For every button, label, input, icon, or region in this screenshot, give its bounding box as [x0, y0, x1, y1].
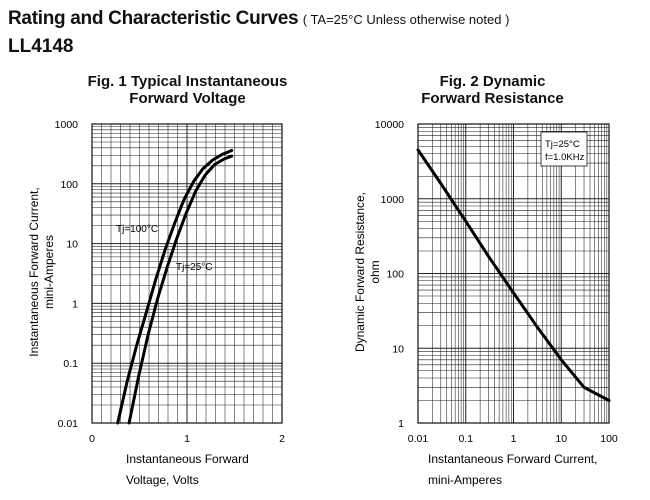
fig1-ytick-label: 0.01 — [58, 418, 79, 430]
fig2-legend-border — [540, 131, 588, 167]
fig2-grid — [417, 124, 609, 424]
fig2-legend-line2: f=1.0KHz — [545, 152, 585, 163]
fig2-series-line-1 — [416, 148, 611, 402]
fig2-ytick-label: 10 — [392, 343, 404, 355]
fig1-ytick-label: 1000 — [55, 119, 79, 131]
fig2-xlabel-line1: Instantaneous Forward Current, — [428, 452, 597, 466]
fig2-title: Fig. 2 Dynamic Forward Resistance — [380, 73, 605, 107]
fig1-plot-frame — [91, 123, 283, 424]
fig2-ytick-label: 1 — [398, 418, 404, 430]
fig1-ylabel-line2: mini-Amperes — [42, 235, 56, 309]
fig2-tick-labels: 1 10 100 1000 10000 0.01 0.1 1 10 100 — [375, 119, 618, 445]
fig2-xlabel-line2: mini-Amperes — [428, 473, 502, 487]
fig1-ytick-label: 1 — [72, 298, 78, 310]
fig1-annotation-tj100: Tj=100°C — [116, 224, 158, 235]
fig1-title-line1: Fig. 1 Typical Instantaneous — [87, 73, 288, 90]
fig2-ylabel-line1: Dynamic Forward Resistance, — [353, 192, 367, 352]
fig2-ylabel-line2: ohm — [368, 260, 382, 283]
header-title: Rating and Characteristic Curves — [8, 8, 299, 29]
fig1-ytick-label: 10 — [66, 239, 78, 251]
fig2-ytick-label: 100 — [386, 269, 404, 281]
fig2-legend-line1: Tj=25°C — [545, 139, 580, 150]
header: Rating and Characteristic Curves ( TA=25… — [8, 8, 509, 30]
fig1-grid — [92, 124, 282, 424]
fig2-title-line1: Fig. 2 Dynamic — [439, 73, 546, 90]
fig2-xtick-label: 0.01 — [408, 433, 429, 445]
fig2-ytick-label: 10000 — [375, 119, 404, 131]
fig2-chart: 1 10 100 1000 10000 0.01 0.1 1 10 100 Tj=25°C f=1… — [353, 119, 618, 487]
fig1-tick-labels: 0.01 0.1 1 10 100 1000 0 1 2 — [55, 119, 285, 445]
fig1-xlabel-line1: Instantaneous Forward — [126, 452, 249, 466]
fig1-title: Fig. 1 Typical Instantaneous Forward Vol… — [60, 73, 315, 107]
fig1-annotations: Tj=100°C Tj=25°C — [116, 224, 213, 273]
fig1-xtick-label: 1 — [184, 433, 190, 445]
fig1-xtick-label: 0 — [89, 433, 95, 445]
fig2-xtick-label: 0.1 — [458, 433, 473, 445]
fig2-xtick-label: 100 — [600, 433, 618, 445]
part-number: LL4148 — [8, 36, 74, 57]
fig1-xlabel-line2: Voltage, Volts — [126, 473, 199, 487]
fig2-plot-frame — [417, 123, 610, 424]
fig1-chart: 0.01 0.1 1 10 100 1000 0 1 2 Tj=100°C Tj=25°C Ins… — [27, 119, 285, 487]
fig2-xtick-label: 10 — [555, 433, 567, 445]
fig1-ytick-label: 0.1 — [63, 358, 78, 370]
fig1-title-line2: Forward Voltage — [129, 90, 246, 107]
fig2-legend-box: Tj=25°C f=1.0KHz — [540, 131, 588, 167]
fig2-series — [416, 148, 611, 402]
fig1-series-line-2 — [127, 154, 234, 425]
fig1-xtick-label: 2 — [279, 433, 285, 445]
fig1-ylabel-line1: Instantaneous Forward Current, — [27, 187, 41, 356]
fig1-ytick-label: 100 — [60, 179, 78, 191]
fig2-title-line2: Forward Resistance — [421, 90, 564, 107]
fig2-xtick-label: 1 — [511, 433, 517, 445]
fig1-annotation-tj25: Tj=25°C — [176, 262, 213, 273]
fig2-ytick-label: 1000 — [381, 194, 405, 206]
fig1-series — [116, 149, 234, 425]
fig1-series-line-1 — [116, 149, 234, 425]
header-note: ( TA=25°C Unless otherwise noted ) — [302, 12, 510, 27]
